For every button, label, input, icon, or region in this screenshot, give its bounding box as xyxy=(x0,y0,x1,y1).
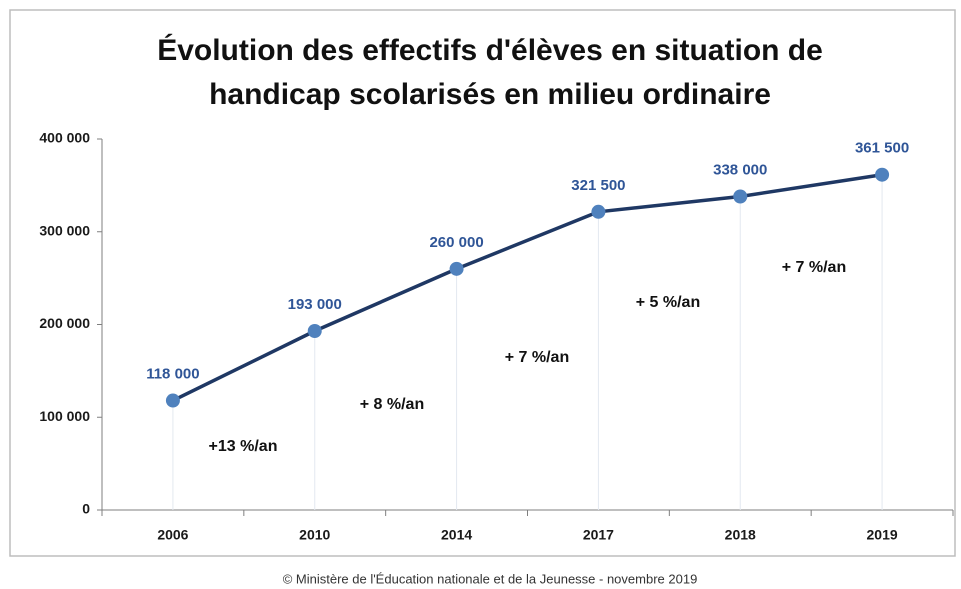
data-label: 361 500 xyxy=(855,140,909,157)
x-tick-label: 2019 xyxy=(867,527,898,543)
data-point xyxy=(875,167,890,182)
data-label: 321 500 xyxy=(571,177,625,194)
data-point xyxy=(449,261,464,276)
data-point xyxy=(165,393,180,408)
x-tick-label: 2010 xyxy=(299,527,330,543)
data-label: 260 000 xyxy=(429,234,483,251)
chart-title: handicap scolarisés en milieu ordinaire xyxy=(209,78,771,111)
data-label: 118 000 xyxy=(146,366,199,383)
x-tick-label: 2014 xyxy=(441,527,472,543)
x-tick-label: 2018 xyxy=(725,527,756,543)
annotation: + 7 %/an xyxy=(782,259,846,276)
chart-title: Évolution des effectifs d'élèves en situ… xyxy=(157,33,823,67)
data-label: 338 000 xyxy=(713,161,767,178)
data-point xyxy=(307,323,322,338)
y-tick-label: 300 000 xyxy=(39,222,90,238)
annotation: + 7 %/an xyxy=(505,349,569,366)
annotation: + 5 %/an xyxy=(636,294,700,311)
annotation: + 8 %/an xyxy=(360,396,424,413)
y-tick-label: 0 xyxy=(82,501,90,517)
chart-frame xyxy=(9,9,956,557)
data-label: 193 000 xyxy=(288,296,342,313)
x-tick-label: 2006 xyxy=(157,527,188,543)
series-line xyxy=(172,172,883,403)
y-tick-label: 200 000 xyxy=(39,315,90,331)
annotation: +13 %/an xyxy=(209,438,278,455)
source-note: © Ministère de l'Éducation nationale et … xyxy=(283,571,698,586)
y-tick-label: 100 000 xyxy=(39,408,90,424)
x-tick-label: 2017 xyxy=(583,527,614,543)
data-point xyxy=(733,189,748,204)
data-point xyxy=(591,204,606,219)
y-tick-label: 400 000 xyxy=(39,130,90,146)
